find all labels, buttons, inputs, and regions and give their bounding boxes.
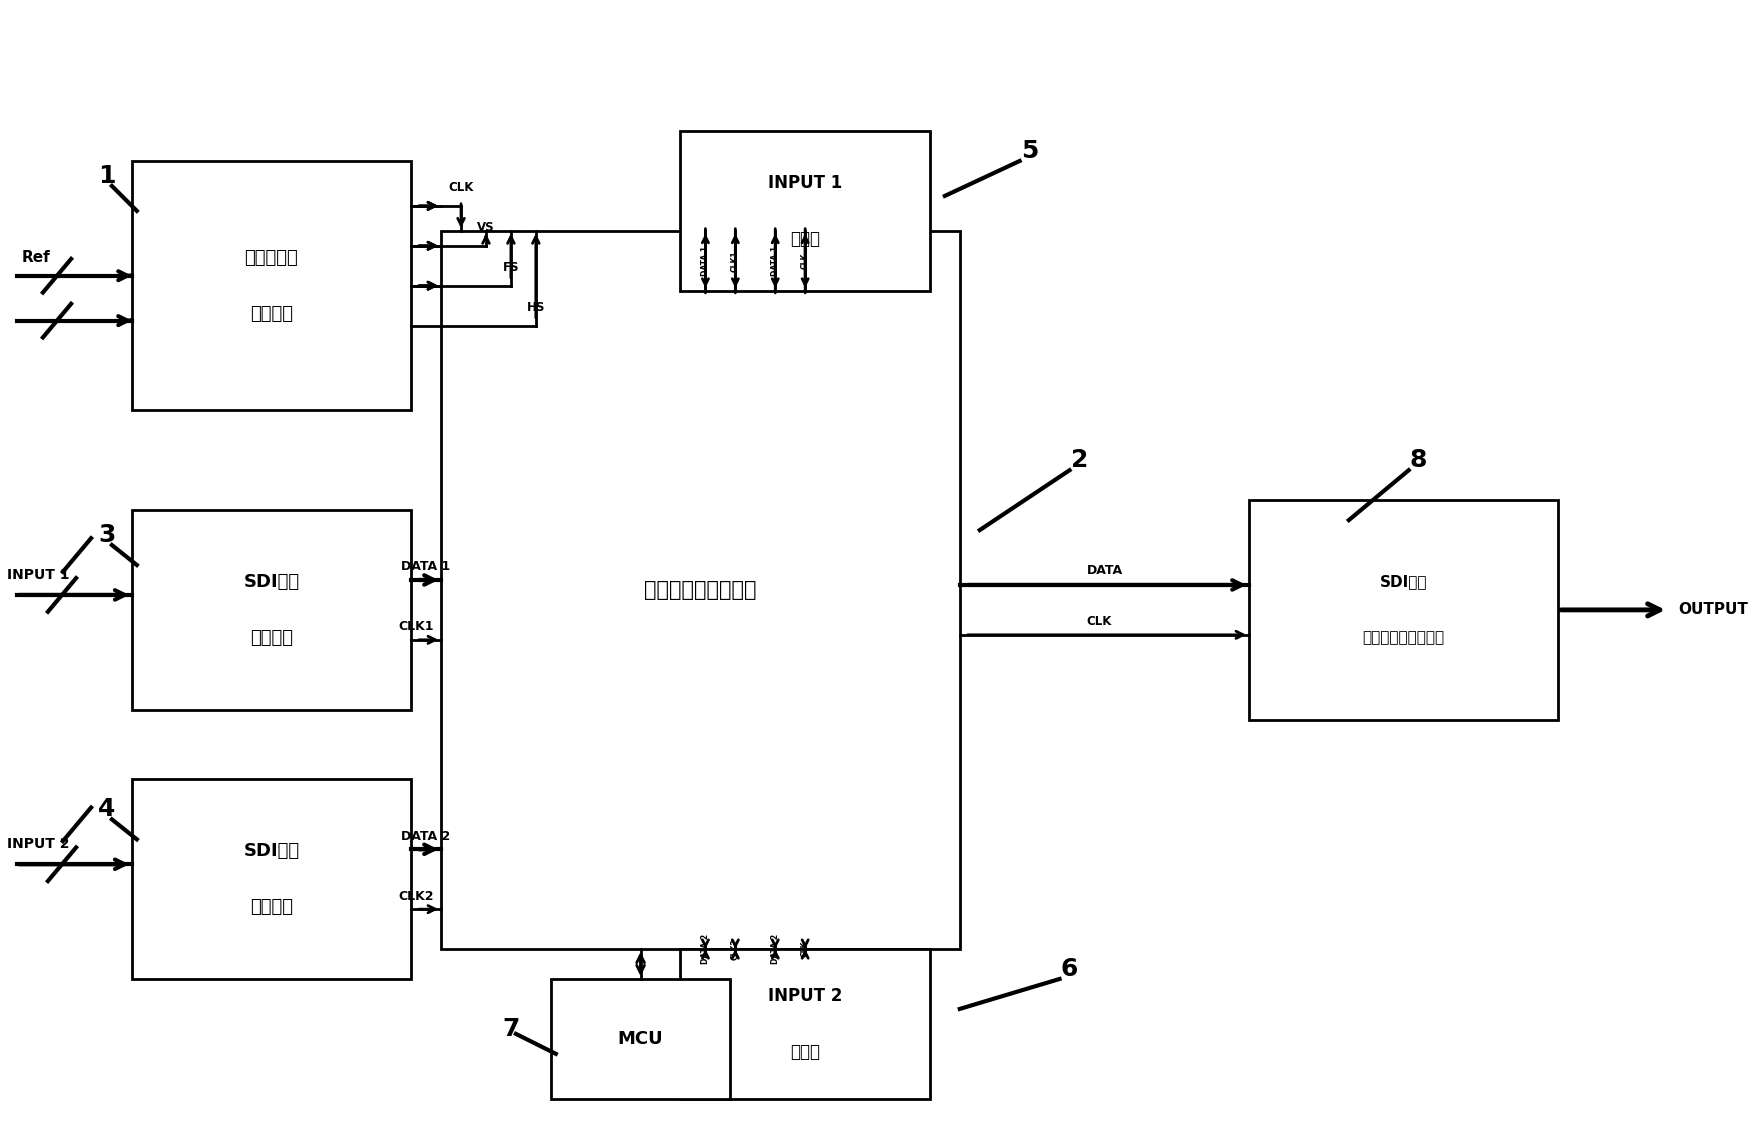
Text: MCU: MCU bbox=[618, 1029, 663, 1048]
Text: VS: VS bbox=[477, 221, 495, 234]
Bar bbox=[1250, 501, 1558, 720]
Bar bbox=[551, 979, 730, 1098]
Text: CLK: CLK bbox=[448, 182, 474, 194]
Bar bbox=[681, 131, 930, 290]
Text: DATA 1: DATA 1 bbox=[770, 245, 779, 276]
Text: 7: 7 bbox=[502, 1017, 519, 1041]
Text: CLK: CLK bbox=[1086, 616, 1113, 628]
Text: 2: 2 bbox=[1071, 449, 1088, 472]
Bar bbox=[681, 949, 930, 1098]
Text: 外参考信号: 外参考信号 bbox=[244, 249, 298, 267]
Text: 8: 8 bbox=[1409, 449, 1427, 472]
Text: OUTPUT: OUTPUT bbox=[1678, 602, 1748, 617]
Bar bbox=[132, 510, 411, 710]
Bar bbox=[441, 231, 960, 949]
Text: CLK2: CLK2 bbox=[398, 889, 433, 903]
Text: DATA 1: DATA 1 bbox=[700, 245, 711, 276]
Text: 3: 3 bbox=[98, 523, 116, 547]
Text: DATA 1: DATA 1 bbox=[402, 560, 451, 574]
Text: SDI信号: SDI信号 bbox=[1379, 574, 1427, 590]
Text: INPUT 2: INPUT 2 bbox=[769, 986, 842, 1005]
Text: DATA: DATA bbox=[1086, 565, 1123, 577]
Bar bbox=[132, 780, 411, 979]
Text: HS: HS bbox=[526, 301, 546, 314]
Text: Ref: Ref bbox=[23, 250, 51, 266]
Text: 4: 4 bbox=[98, 798, 116, 822]
Text: FS: FS bbox=[502, 261, 519, 275]
Text: SDI信号: SDI信号 bbox=[244, 842, 300, 860]
Text: 存储器: 存储器 bbox=[790, 229, 820, 247]
Text: CLK1: CLK1 bbox=[730, 250, 741, 271]
Text: 解串模块: 解串模块 bbox=[249, 628, 293, 646]
Text: 5: 5 bbox=[1021, 139, 1039, 163]
Text: CLK: CLK bbox=[800, 941, 809, 957]
Text: SDI信号: SDI信号 bbox=[244, 573, 300, 591]
Text: DATA 2: DATA 2 bbox=[770, 935, 779, 964]
Text: 同步处理及切换模块: 同步处理及切换模块 bbox=[644, 580, 756, 600]
Text: 1: 1 bbox=[98, 164, 116, 188]
Text: DATA 2: DATA 2 bbox=[700, 935, 711, 964]
Text: 串并转换及驱动模块: 串并转换及驱动模块 bbox=[1362, 631, 1444, 645]
Text: INPUT 1: INPUT 1 bbox=[769, 174, 842, 192]
Text: INPUT 1: INPUT 1 bbox=[7, 568, 70, 582]
Text: 处理模块: 处理模块 bbox=[249, 305, 293, 323]
Text: INPUT 2: INPUT 2 bbox=[7, 837, 70, 851]
Text: 解串模块: 解串模块 bbox=[249, 898, 293, 916]
Text: 存储器: 存储器 bbox=[790, 1043, 820, 1061]
Text: CLK2: CLK2 bbox=[730, 938, 741, 959]
Text: CLK: CLK bbox=[800, 253, 809, 269]
Text: CLK1: CLK1 bbox=[398, 620, 433, 633]
Text: 6: 6 bbox=[1060, 957, 1078, 981]
Bar bbox=[132, 160, 411, 410]
Text: DATA 2: DATA 2 bbox=[402, 829, 451, 843]
